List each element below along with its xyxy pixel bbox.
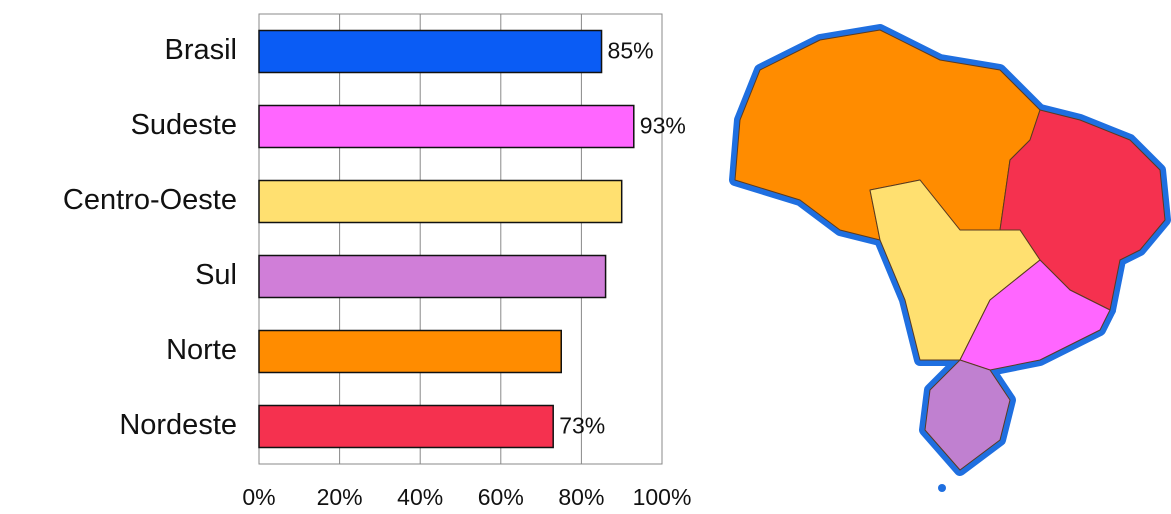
x-tick-label: 80% xyxy=(558,484,604,510)
value-label: 85% xyxy=(608,38,654,64)
plot-frame xyxy=(258,13,663,465)
x-tick-label: 0% xyxy=(242,484,275,510)
x-tick-label: 100% xyxy=(633,484,692,510)
bar xyxy=(258,29,603,74)
x-tick-label: 60% xyxy=(478,484,524,510)
map-regions xyxy=(734,29,1166,471)
bar xyxy=(258,179,623,224)
x-tick-label: 40% xyxy=(397,484,443,510)
y-tick-label: Nordeste xyxy=(119,409,237,441)
x-tick-label: 20% xyxy=(317,484,363,510)
bar xyxy=(258,104,635,149)
bar xyxy=(258,254,607,299)
bar xyxy=(258,329,562,374)
y-tick-label: Centro-Oeste xyxy=(63,184,237,216)
y-tick-label: Sul xyxy=(195,259,237,291)
map-island xyxy=(938,484,946,492)
value-label: 73% xyxy=(559,413,605,439)
bar xyxy=(258,404,554,449)
y-tick-label: Norte xyxy=(166,334,237,366)
y-tick-label: Brasil xyxy=(164,34,237,66)
y-tick-label: Sudeste xyxy=(131,109,237,141)
value-label: 93% xyxy=(640,113,686,139)
